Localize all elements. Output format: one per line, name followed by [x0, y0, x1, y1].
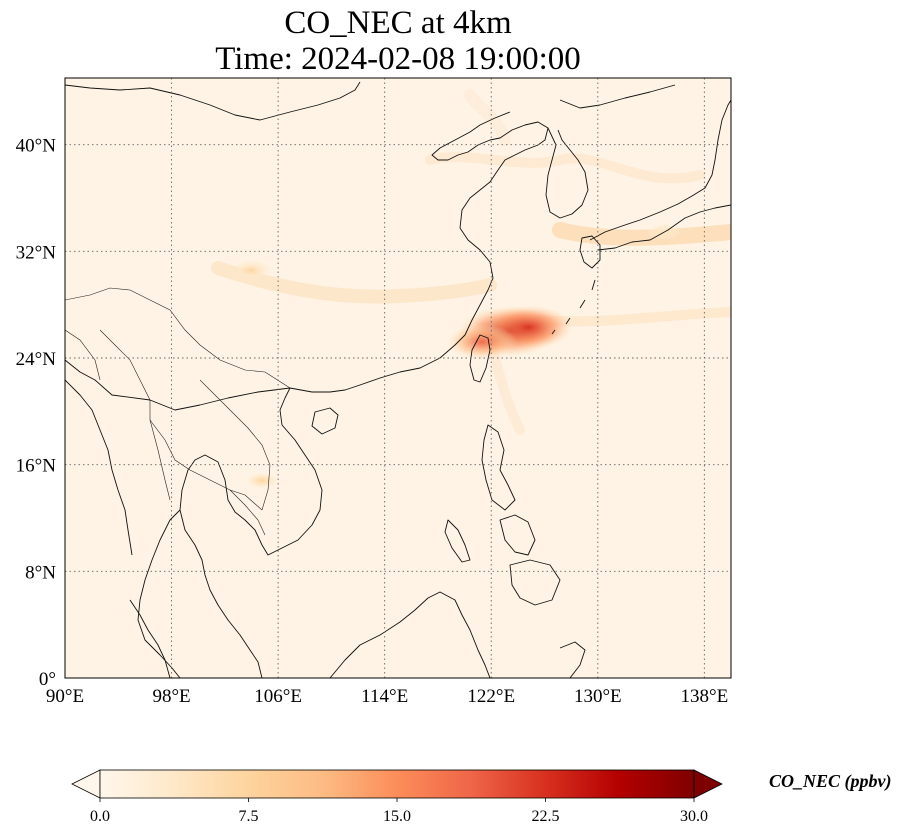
coastline-hainan — [311, 407, 339, 435]
border-china-south — [65, 287, 291, 389]
lat-tick-label: 24°N — [16, 349, 57, 370]
colorbar-tick-label: 22.5 — [532, 808, 560, 825]
colorbar-tick-label: 15.0 — [383, 808, 411, 825]
lat-tick-label: 8°N — [25, 562, 56, 583]
lat-tick-label: 16°N — [16, 456, 57, 477]
coastline-myanmar — [65, 379, 133, 556]
map-content — [65, 78, 731, 678]
lon-tick-labels: 90°E 98°E 106°E 114°E 122°E 130°E 138°E — [46, 686, 728, 707]
border-northeast-china — [559, 84, 676, 109]
coastline-japan — [589, 99, 731, 241]
plume-hotspot — [231, 260, 272, 280]
coastline-kyushu — [579, 235, 601, 269]
coastline-sumatra — [129, 599, 171, 678]
coastline-indochina — [179, 387, 323, 678]
coastlines — [65, 81, 731, 678]
plume-hotspot — [243, 471, 281, 490]
map-title: CO_NEC at 4km — [284, 5, 512, 41]
coastline-ryukyu — [551, 279, 596, 335]
border-cambodia — [229, 489, 266, 536]
coastline-mindanao — [509, 559, 561, 606]
lon-tick-label: 114°E — [361, 686, 408, 707]
colorbar-extend-max — [693, 769, 723, 799]
coastline-china — [65, 111, 549, 411]
lon-tick-label: 138°E — [681, 686, 729, 707]
plume-band-yellow-sea — [425, 152, 705, 184]
map-frame — [64, 77, 732, 679]
lon-tick-label: 98°E — [152, 686, 190, 707]
colorbar-tick-label: 7.5 — [239, 808, 259, 825]
lat-tick-label: 0° — [39, 669, 56, 690]
coastline-sulawesi — [559, 641, 586, 678]
colorbar-ticks: 0.0 7.5 15.0 22.5 30.0 — [90, 798, 708, 825]
lon-tick-label: 130°E — [574, 686, 622, 707]
colorbar-gradient — [99, 769, 695, 799]
plume-hotspot — [446, 324, 518, 360]
lat-tick-labels: 0° 8°N 16°N 24°N 32°N 40°N — [16, 136, 57, 690]
border-laos-vietnam — [199, 379, 271, 511]
coastline-luzon — [481, 424, 516, 511]
lon-tick-label: 90°E — [46, 686, 84, 707]
colorbar-extend-min — [71, 769, 101, 799]
colorbar-label: CO_NEC (ppbv) — [769, 771, 892, 791]
coastline-borneo — [329, 591, 491, 678]
gridlines — [65, 78, 731, 678]
coastline-taiwan — [469, 334, 491, 383]
map-background — [65, 78, 731, 678]
plume-band-japan — [552, 222, 731, 246]
border-myanmar — [99, 329, 171, 501]
coastline-japan-south — [597, 204, 731, 251]
border-mongolia — [65, 81, 361, 121]
lat-tick-label: 40°N — [16, 136, 57, 157]
coastline-korea — [545, 127, 589, 219]
lon-tick-label: 122°E — [467, 686, 515, 707]
map-figure: 90°E 98°E 106°E 114°E 122°E 130°E 138°E 0° 8°N 1… — [16, 77, 732, 707]
country-borders — [65, 287, 291, 536]
plume-hotspots — [231, 222, 682, 490]
coastline-visayas — [499, 514, 536, 556]
lat-tick-label: 32°N — [16, 242, 57, 263]
lon-tick-label: 106°E — [254, 686, 302, 707]
coastline-malay — [137, 509, 181, 678]
coastline-palawan — [444, 519, 471, 563]
border-india — [65, 329, 101, 381]
map-subtitle-time: Time: 2024-02-08 19:00:00 — [215, 41, 581, 77]
plume-band-west-china — [211, 261, 497, 304]
border-thailand — [149, 419, 263, 511]
colorbar-tick-label: 30.0 — [680, 808, 708, 825]
colorbar-tick-label: 0.0 — [90, 808, 110, 825]
